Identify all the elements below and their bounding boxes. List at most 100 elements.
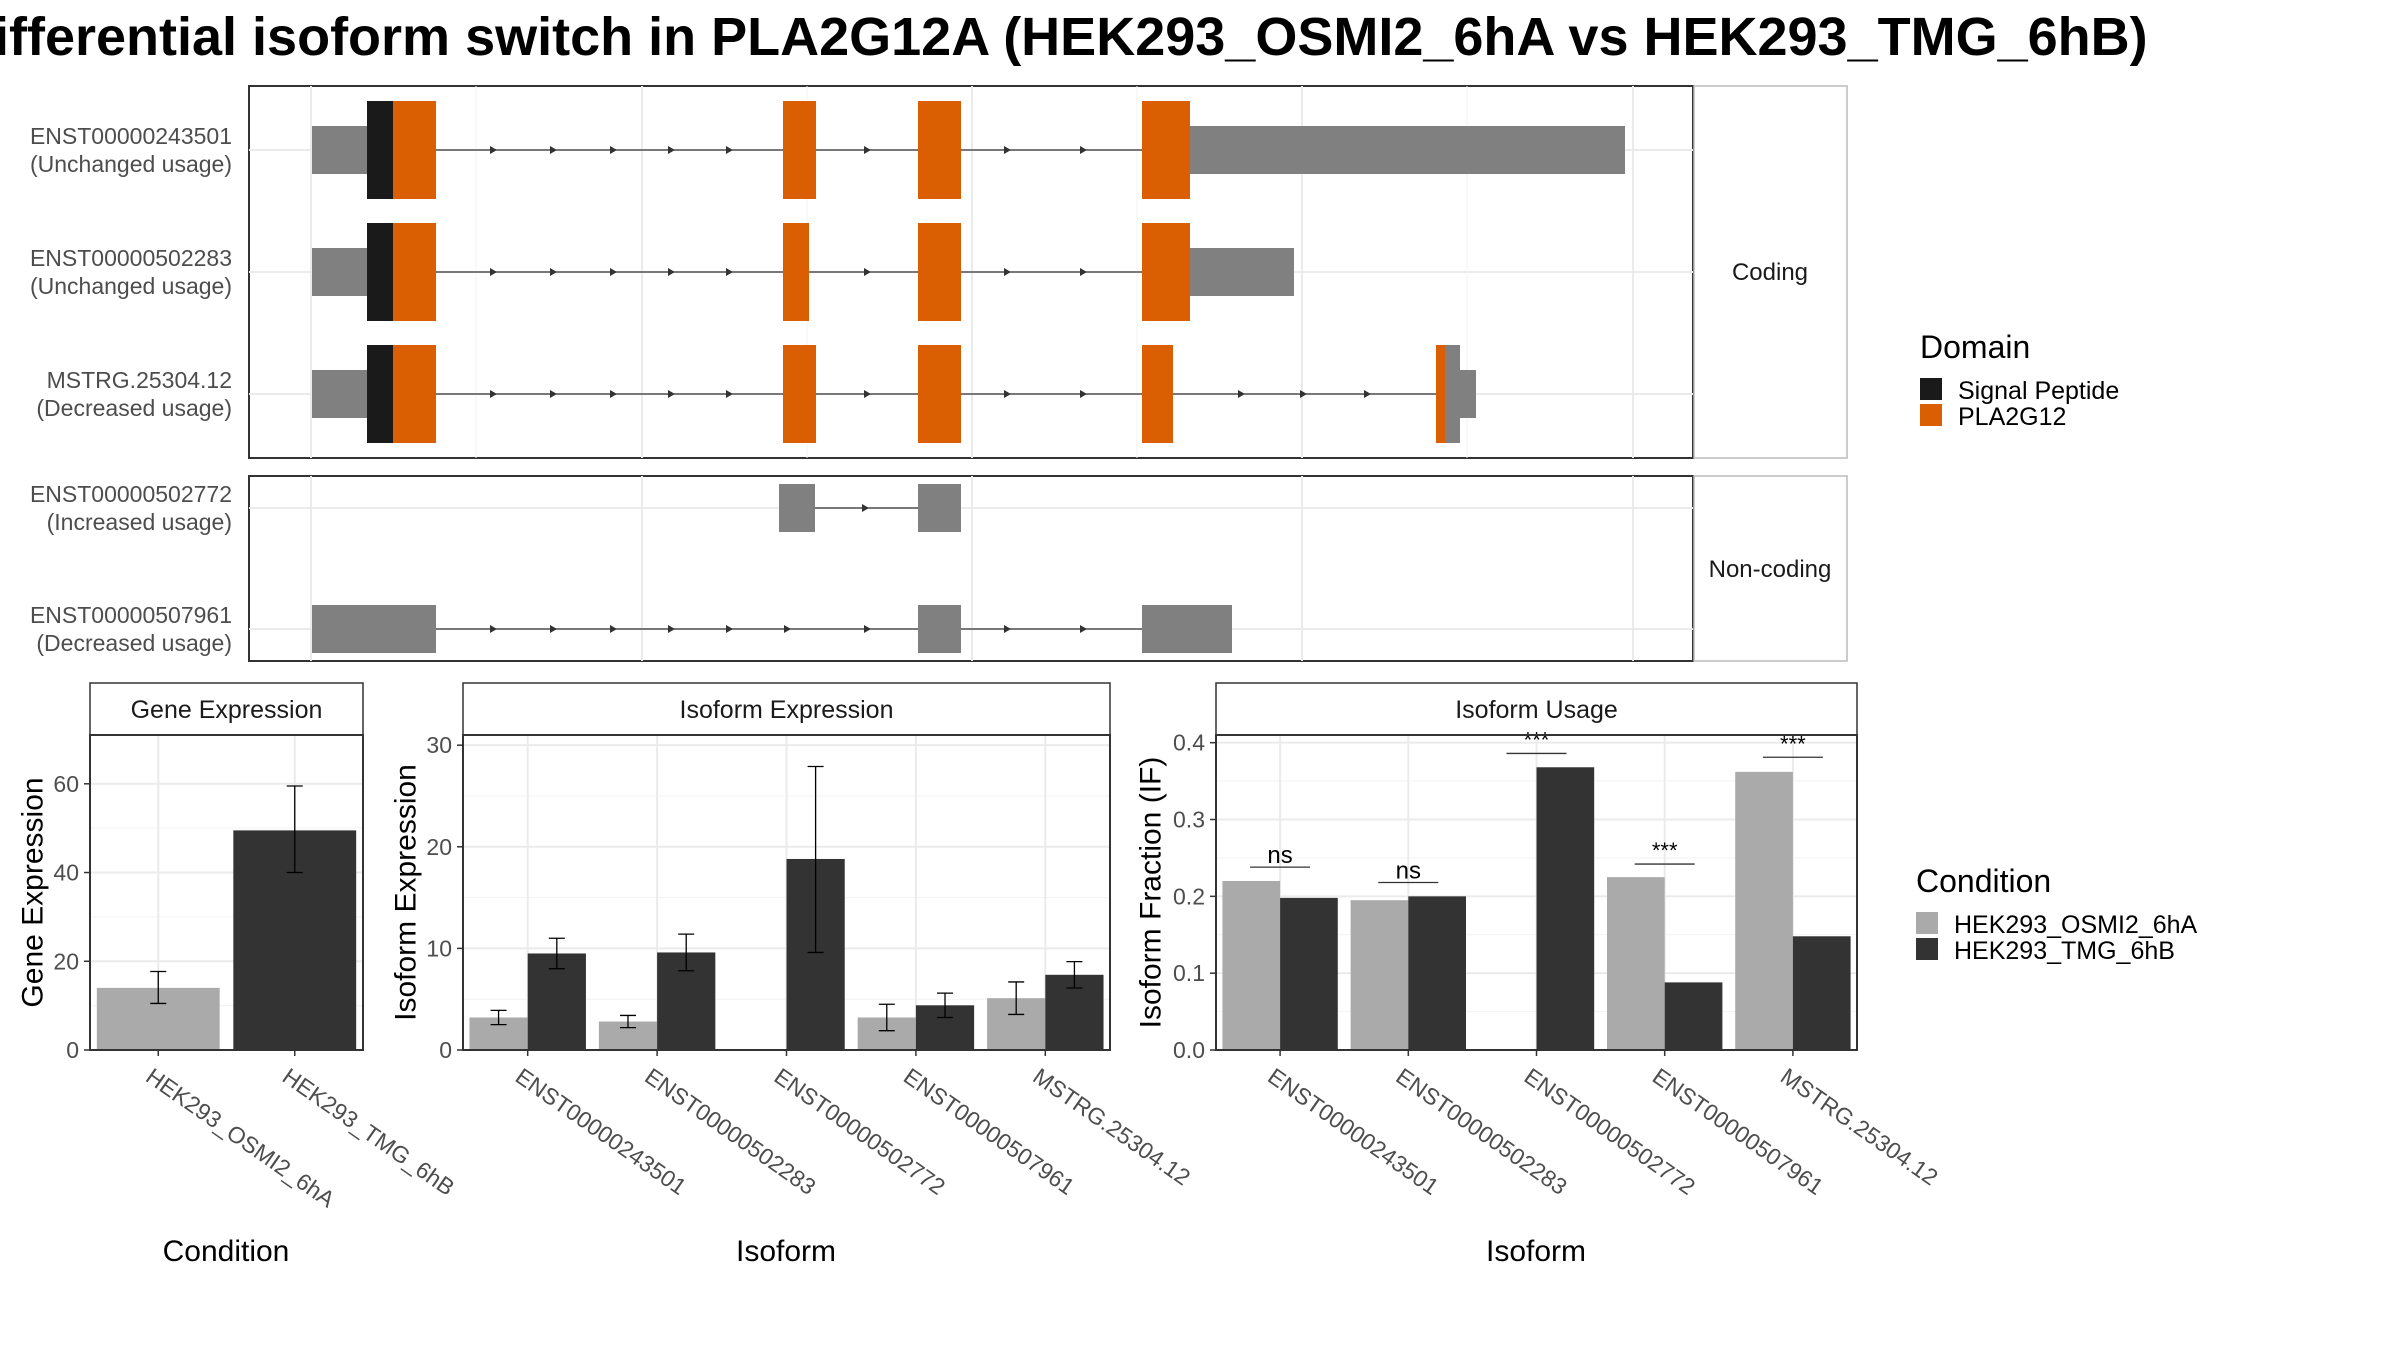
isoform-id-label: ENST00000243501 (30, 123, 232, 149)
condition-legend-title: Condition (1916, 863, 2051, 899)
isoform-track (312, 101, 1625, 199)
y-axis-title: Isoform Expression (390, 764, 423, 1021)
exon-utr (1190, 126, 1625, 174)
bar (1222, 880, 1281, 1050)
panel-title: Isoform Expression (680, 696, 894, 724)
exon-noncoding (918, 484, 961, 532)
panel-title: Gene Expression (131, 696, 323, 724)
exon-pla2g12-domain (393, 101, 436, 199)
exon-pla2g12-domain (918, 345, 961, 443)
bar-panel: Isoform Expression0102030ENST00000243501… (390, 682, 1195, 1268)
panel-strip (1215, 682, 1858, 736)
exon-pla2g12-domain (393, 223, 436, 321)
y-tick-label: 0.4 (1173, 730, 1205, 756)
exon-noncoding (312, 605, 436, 653)
exon-utr (1460, 370, 1476, 418)
exon-pla2g12-domain (1436, 345, 1445, 443)
exon-utr (312, 370, 367, 418)
isoform-id-label: ENST00000507961 (30, 602, 232, 628)
legend-label-signal-peptide: Signal Peptide (1958, 377, 2119, 405)
isoform-usage-label: (Decreased usage) (36, 395, 232, 421)
noncoding-strip (1693, 475, 1848, 662)
exon-coding-remainder (1445, 345, 1460, 443)
isoform-usage-label: (Increased usage) (47, 509, 232, 535)
bar (1792, 936, 1851, 1050)
figure-title: Differential isoform switch in PLA2G12A … (0, 7, 2148, 67)
significance-label: *** (1524, 727, 1550, 752)
coding-strip (1693, 85, 1848, 459)
significance-label: ns (1267, 842, 1292, 869)
exon-pla2g12-domain (918, 223, 961, 321)
bar (1607, 877, 1665, 1050)
panel-strip (89, 682, 364, 736)
isoform-row-labels: ENST00000243501 (Unchanged usage) ENST00… (30, 123, 232, 656)
bar (1664, 982, 1723, 1050)
exon-noncoding (1142, 605, 1232, 653)
legend-label-condition-a: HEK293_OSMI2_6hA (1954, 911, 2198, 939)
legend-label-condition-b: HEK293_TMG_6hB (1954, 937, 2175, 965)
exon-pla2g12-domain (393, 345, 436, 443)
domain-legend-title: Domain (1920, 329, 2030, 365)
bar (527, 953, 586, 1050)
bar (1280, 897, 1338, 1050)
y-tick-label: 40 (53, 860, 79, 886)
exon-signal-peptide (367, 345, 393, 443)
y-axis-title: Isoform Fraction (IF) (1135, 757, 1168, 1029)
exon-pla2g12-domain (1142, 101, 1190, 199)
x-axis-title: Isoform (1486, 1235, 1586, 1268)
isoform-structure-plot: Coding Non-coding ENST00000243501 (Uncha… (30, 85, 1848, 662)
legend-swatch-signal-peptide (1920, 378, 1942, 400)
isoform-track (312, 223, 1294, 321)
y-tick-label: 20 (53, 948, 79, 974)
panel-title: Isoform Usage (1455, 696, 1618, 724)
exon-utr (312, 126, 367, 174)
significance-label: ns (1396, 858, 1421, 885)
y-tick-label: 10 (426, 935, 452, 961)
exon-pla2g12-domain (783, 101, 816, 199)
significance-label: *** (1652, 838, 1678, 863)
legend-swatch-pla2g12 (1920, 404, 1942, 426)
legend-swatch-condition-a (1916, 912, 1938, 934)
isoform-id-label: ENST00000502283 (30, 245, 232, 271)
bar (1350, 900, 1409, 1050)
exon-noncoding (918, 605, 961, 653)
exon-signal-peptide (367, 223, 393, 321)
isoform-usage-label: (Unchanged usage) (30, 151, 232, 177)
bar (1408, 896, 1466, 1050)
y-tick-label: 0.0 (1173, 1037, 1205, 1063)
legend-swatch-condition-b (1916, 938, 1938, 960)
isoform-usage-label: (Decreased usage) (36, 630, 232, 656)
exon-signal-peptide (367, 101, 393, 199)
exon-pla2g12-domain (918, 101, 961, 199)
x-axis-title: Condition (163, 1235, 290, 1268)
y-tick-label: 60 (53, 771, 79, 797)
y-tick-label: 20 (426, 834, 452, 860)
isoform-track (312, 605, 1232, 653)
panel-strip (462, 682, 1111, 736)
isoform-track (312, 345, 1476, 443)
isoform-track (779, 484, 961, 532)
x-axis-title: Isoform (736, 1235, 836, 1268)
exon-utr (1190, 248, 1294, 296)
y-axis-title: Gene Expression (17, 777, 50, 1007)
isoform-id-label: ENST00000502772 (30, 481, 232, 507)
exon-pla2g12-domain (1142, 345, 1173, 443)
bar-panel: Isoform Usage0.00.10.20.30.4nsns********… (1135, 682, 1943, 1268)
coding-strip-label: Coding (1732, 259, 1808, 286)
isoform-usage-label: (Unchanged usage) (30, 273, 232, 299)
y-tick-label: 0.1 (1173, 960, 1205, 986)
y-tick-label: 0 (439, 1037, 452, 1063)
bar (1536, 767, 1595, 1050)
exon-pla2g12-domain (1142, 223, 1190, 321)
domain-legend: Domain Signal Peptide PLA2G12 (1920, 329, 2119, 431)
y-tick-label: 0.3 (1173, 807, 1205, 833)
exon-pla2g12-domain (783, 223, 809, 321)
isoform-id-label: MSTRG.25304.12 (47, 367, 232, 393)
y-tick-label: 0.2 (1173, 883, 1205, 909)
y-tick-label: 30 (426, 732, 452, 758)
exon-pla2g12-domain (783, 345, 816, 443)
condition-legend: Condition HEK293_OSMI2_6hA HEK293_TMG_6h… (1916, 863, 2198, 965)
bar (1735, 771, 1793, 1050)
panel-border (89, 734, 364, 1051)
